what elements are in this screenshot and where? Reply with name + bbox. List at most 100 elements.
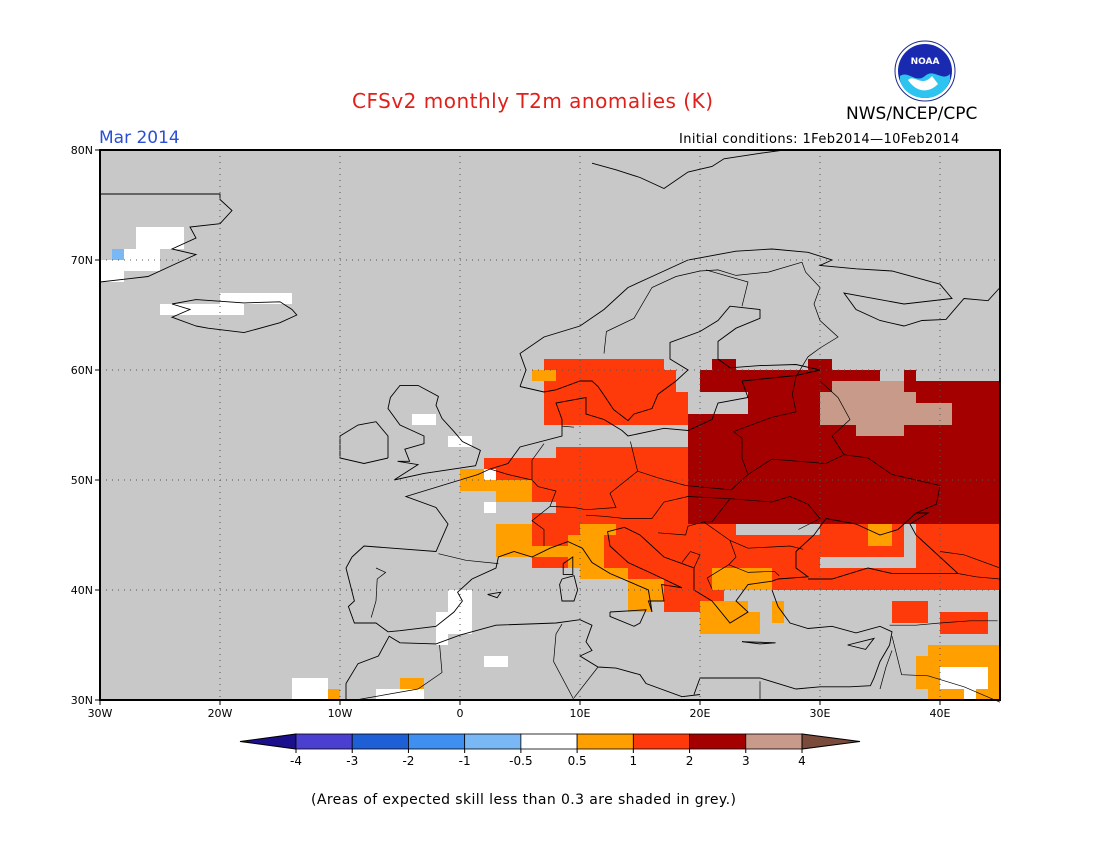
country-border [819,380,851,455]
coastline [591,149,785,190]
anomaly-cell [832,381,904,403]
anomaly-cell [484,656,508,667]
coastline [519,305,821,422]
anomaly-cell [700,370,856,392]
anomaly-cell [904,370,916,381]
longitude-label: 30E [810,707,831,720]
longitude-label: 40E [930,707,951,720]
country-border [681,551,701,569]
country-border [355,644,443,701]
coastline [99,193,233,283]
anomaly-cell [460,469,472,480]
anomaly-cell [580,524,616,535]
anomaly-cell [436,612,448,645]
anomaly-cell [940,612,988,634]
coastline [559,575,579,602]
coastline [693,589,893,695]
anomaly-cell [856,403,904,436]
anomaly-cell [832,370,880,381]
anomaly-cell [112,249,124,260]
country-border [939,551,1001,569]
organization-label: NWS/NCEP/CPC [846,104,978,124]
country-border [370,567,387,618]
coastline [609,609,647,627]
anomaly-cell [448,436,472,447]
anomaly-cell [916,403,952,425]
country-border [957,573,1001,580]
longitude-label: 10W [328,707,353,720]
anomaly-cell [628,590,652,612]
latitude-label: 50N [71,474,93,487]
anomaly-cell [808,359,832,370]
country-border [561,425,575,428]
colorbar-label: 3 [742,754,750,768]
colorbar-segment [408,733,466,750]
anomaly-cell [484,469,496,480]
colorbar-segment [632,733,690,750]
colorbar-label: -2 [402,754,414,768]
noaa-logo-icon: NOAA [894,40,956,102]
anomaly-cell [136,227,184,249]
coastline [387,384,481,481]
longitude-label: 20E [690,707,711,720]
country-border [531,443,545,480]
country-border [889,620,998,626]
anomaly-cell [376,689,424,700]
colorbar-segment [745,733,803,750]
colorbar-segment [295,733,353,750]
longitude-label: 20W [208,707,233,720]
country-border [728,564,780,576]
anomaly-cell [532,370,556,381]
colorbar-segment [351,733,409,750]
anomaly-cell [712,359,736,370]
country-border [747,454,941,513]
colorbar-segment [520,733,578,750]
anomaly-cell [568,535,604,568]
colorbar-label: 0.5 [568,754,587,768]
latitude-label: 60N [71,364,93,377]
country-border [637,431,749,491]
anomaly-cell [652,370,676,403]
anomaly-cell [712,568,772,590]
colorbar-arrow-low [239,733,297,750]
anomaly-cell [400,678,424,689]
country-border [573,666,599,699]
anomaly-cell [100,260,124,282]
country-border [603,270,701,354]
colorbar-segment [464,733,522,750]
colorbar-label: 1 [630,754,638,768]
skill-footnote: (Areas of expected skill less than 0.3 a… [311,792,737,808]
coastline [351,369,821,558]
country-border [657,498,731,536]
anomaly-cell [496,524,532,546]
longitude-label: 0 [457,707,464,720]
colorbar-label: -4 [290,754,302,768]
latitude-label: 70N [71,254,93,267]
country-border [705,269,749,307]
country-border [585,496,731,519]
colorbar-label: -1 [459,754,471,768]
anomaly-cell [496,546,580,557]
forecast-month: Mar 2014 [99,128,180,148]
colorbar-segment [689,733,747,750]
anomaly-cell [220,293,292,304]
longitude-label: 10E [570,707,591,720]
country-border [489,468,557,546]
initial-conditions: Initial conditions: 1Feb2014—10Feb2014 [679,132,960,147]
anomaly-cell [292,678,328,700]
colorbar-label: -3 [346,754,358,768]
map-frame [99,149,1001,701]
country-border [703,521,804,550]
latitude-label: 80N [71,144,93,157]
coastline [562,556,574,576]
colorbar-label: 2 [686,754,694,768]
latitude-label: 40N [71,584,93,597]
country-border [879,650,893,690]
coastline [345,512,960,633]
colorbar-label: -0.5 [509,754,532,768]
coastline [741,641,776,645]
coastline [170,299,298,334]
figure-title: CFSv2 monthly T2m anomalies (K) [352,89,714,113]
country-border [733,376,797,432]
